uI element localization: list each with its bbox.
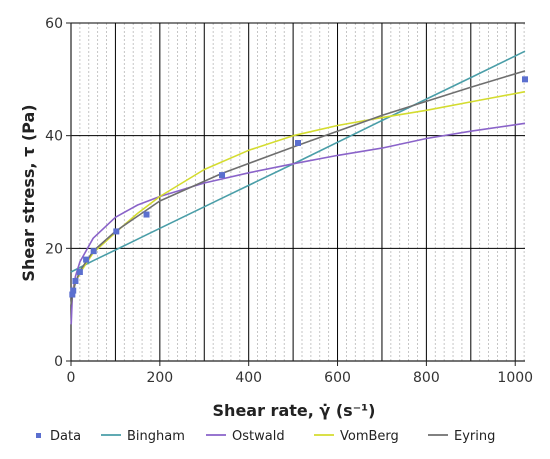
axis-layer: 0 200 400 600 800 1000 0 20 40 60 — [45, 16, 533, 386]
x-tick-label: 1000 — [497, 370, 533, 386]
legend-label-vomberg: VomBerg — [340, 429, 399, 444]
x-tick-label: 400 — [235, 370, 262, 386]
data-point — [522, 76, 528, 83]
y-tick-label: 40 — [45, 129, 63, 145]
data-point — [70, 287, 77, 294]
x-tick-label: 0 — [67, 370, 76, 386]
y-tick-label: 60 — [45, 16, 63, 32]
data-point — [90, 248, 97, 255]
data-point — [143, 211, 150, 218]
data-point — [83, 256, 90, 263]
data-point — [113, 228, 120, 235]
x-tick-label: 200 — [146, 370, 173, 386]
y-tick-label: 20 — [45, 241, 63, 257]
data-point — [72, 278, 79, 285]
plot-area — [71, 23, 525, 361]
y-axis-title: Shear stress, τ (Pa) — [19, 104, 38, 281]
legend-label-ostwald: Ostwald — [232, 429, 285, 444]
data-point — [219, 172, 226, 179]
x-tick-label: 600 — [324, 370, 351, 386]
data-point — [76, 268, 83, 275]
legend-label-eyring: Eyring — [454, 429, 495, 444]
legend-marker-data — [36, 433, 41, 438]
data-points-layer — [69, 76, 528, 298]
legend: Data Bingham Ostwald VomBerg Eyring — [36, 429, 495, 444]
legend-label-bingham: Bingham — [127, 429, 185, 444]
y-tick-label: 0 — [54, 354, 63, 370]
series-line-eyring — [70, 70, 526, 305]
legend-label-data: Data — [50, 429, 81, 444]
grid-layer — [70, 22, 525, 362]
data-point — [295, 139, 301, 146]
data-point — [69, 291, 76, 298]
x-axis-title: Shear rate, γ̇ (s⁻¹) — [213, 401, 376, 420]
x-tick-label: 800 — [413, 370, 440, 386]
